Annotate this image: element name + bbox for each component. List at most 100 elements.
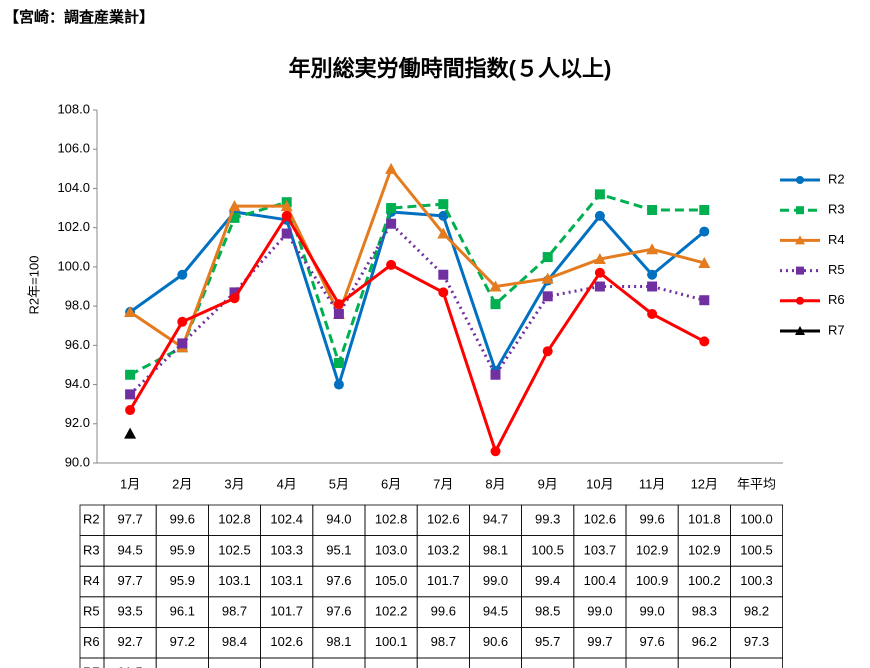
table-cell xyxy=(416,657,470,668)
table-value: 98.4 xyxy=(222,634,247,649)
table-value: 102.9 xyxy=(636,542,669,557)
y-tick-label: 96.0 xyxy=(65,337,90,352)
table-value: 102.9 xyxy=(688,542,721,557)
table-value: 97.6 xyxy=(326,573,351,588)
data-point xyxy=(228,200,241,212)
x-tick-label: 12月 xyxy=(691,476,718,491)
table-value: 99.4 xyxy=(535,573,560,588)
data-point xyxy=(124,305,137,317)
y-tick-label: 104.0 xyxy=(57,180,90,195)
table-value: 97.2 xyxy=(170,634,195,649)
table-row-label: R3 xyxy=(83,542,100,557)
table-value: 94.5 xyxy=(483,604,508,619)
data-point xyxy=(386,203,397,214)
data-point xyxy=(229,293,240,304)
table-value: 98.2 xyxy=(744,604,769,619)
y-axis-label: R2年=100 xyxy=(26,256,41,315)
table-value: 95.9 xyxy=(170,542,195,557)
data-point xyxy=(333,379,344,390)
table-value: 101.7 xyxy=(427,573,460,588)
y-tick-label: 100.0 xyxy=(57,258,90,273)
table-value: 99.3 xyxy=(535,512,560,527)
series-line xyxy=(129,192,705,377)
data-point xyxy=(177,316,188,327)
table-value: 99.0 xyxy=(639,604,664,619)
y-tick-label: 98.0 xyxy=(65,298,90,313)
data-point xyxy=(177,338,188,349)
legend-marker xyxy=(796,206,804,215)
table-value: 99.0 xyxy=(587,604,612,619)
table-value: 99.7 xyxy=(587,634,612,649)
table-value: 90.6 xyxy=(483,634,508,649)
table-value: 102.4 xyxy=(270,512,303,527)
x-tick-label: 7月 xyxy=(433,476,453,491)
table-value: 99.6 xyxy=(431,604,456,619)
legend-label: R6 xyxy=(828,292,845,307)
x-tick-label: 11月 xyxy=(639,476,666,491)
table-value: 103.1 xyxy=(270,573,303,588)
data-point xyxy=(125,389,136,400)
data-point xyxy=(124,427,137,439)
data-point xyxy=(438,269,449,280)
table-row-label: R4 xyxy=(83,573,100,588)
legend-marker xyxy=(796,296,804,305)
data-point xyxy=(699,295,710,306)
data-point xyxy=(542,291,553,302)
table-value: 105.0 xyxy=(375,573,408,588)
data-point xyxy=(437,227,450,239)
table-value: 102.8 xyxy=(218,512,251,527)
data-point xyxy=(593,253,606,265)
table-value: 100.0 xyxy=(740,512,773,527)
series-line xyxy=(128,213,705,456)
table-cell xyxy=(730,657,784,668)
table-cell xyxy=(468,657,522,668)
data-point xyxy=(333,299,344,310)
data-point xyxy=(125,405,136,416)
legend-label: R5 xyxy=(828,262,845,277)
table-value: 100.5 xyxy=(740,542,773,557)
table-value: 100.2 xyxy=(688,573,721,588)
data-point xyxy=(386,259,397,270)
table-value: 103.1 xyxy=(218,573,251,588)
data-point xyxy=(489,280,502,292)
table-cell xyxy=(79,657,105,668)
table-cell xyxy=(155,657,209,668)
data-point xyxy=(699,205,710,216)
table-cell xyxy=(364,657,418,668)
table-value: 96.1 xyxy=(170,604,195,619)
table-value: 100.9 xyxy=(636,573,669,588)
legend-label: R3 xyxy=(828,202,845,217)
data-point xyxy=(385,162,398,174)
x-tick-label: 年平均 xyxy=(737,476,776,491)
table-value: 94.5 xyxy=(117,542,142,557)
series-line xyxy=(129,221,705,396)
x-tick-label: 2月 xyxy=(172,476,192,491)
data-point xyxy=(229,212,240,223)
series-line xyxy=(129,165,705,350)
table-value: 97.3 xyxy=(744,634,769,649)
table-row-label: R2 xyxy=(83,512,100,527)
table-value: 103.0 xyxy=(375,542,408,557)
data-point xyxy=(438,287,449,298)
data-point xyxy=(699,336,710,347)
data-point xyxy=(647,281,658,292)
table-value: 95.9 xyxy=(170,573,195,588)
x-tick-label: 4月 xyxy=(277,476,297,491)
y-tick-label: 94.0 xyxy=(65,376,90,391)
legend-marker xyxy=(795,326,805,335)
y-tick-label: 90.0 xyxy=(65,454,90,469)
table-value: 101.7 xyxy=(270,604,303,619)
table-cell xyxy=(625,657,679,668)
legend-label: R2 xyxy=(828,171,845,186)
data-point xyxy=(281,228,292,239)
data-point xyxy=(438,199,449,210)
y-tick-label: 92.0 xyxy=(65,415,90,430)
data-point xyxy=(229,287,240,298)
table-value: 96.2 xyxy=(692,634,717,649)
legend-marker xyxy=(796,176,804,184)
legend-label: R7 xyxy=(828,322,845,337)
table-value: 98.3 xyxy=(692,604,717,619)
x-tick-label: 3月 xyxy=(224,476,244,491)
table-value: 100.1 xyxy=(375,634,408,649)
